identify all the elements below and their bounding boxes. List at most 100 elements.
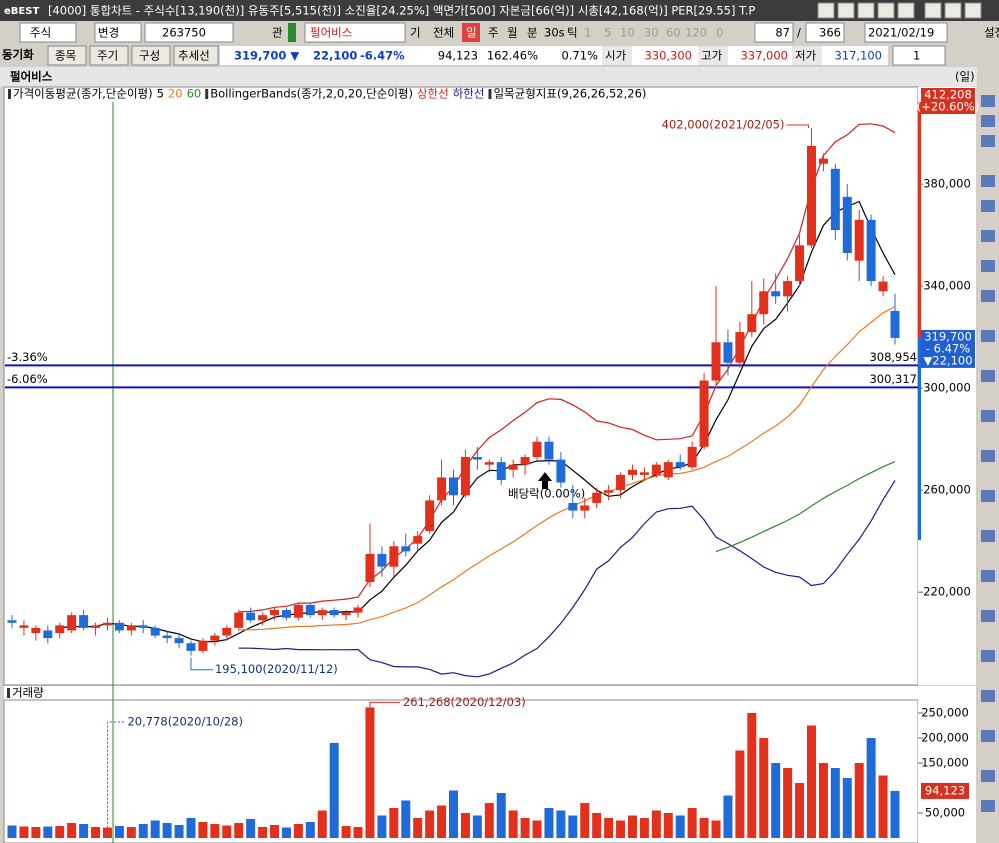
candle-body [281, 610, 291, 618]
volume-bar [281, 827, 291, 838]
candle-body [484, 462, 494, 465]
candle-body [532, 441, 542, 458]
volume-bar [234, 823, 244, 838]
level-value: 300,317 [869, 372, 917, 386]
legend-title: BollingerBands(종가,2,0,20,단순이평) [210, 87, 413, 101]
btn[interactable]: 추세선 [178, 49, 210, 63]
select[interactable] [892, 45, 946, 66]
y-tick-label: 340,000 [923, 279, 971, 293]
candle-body [711, 342, 721, 381]
count-box[interactable] [754, 22, 794, 43]
button[interactable] [47, 45, 87, 66]
btn[interactable]: 종목 [55, 49, 76, 63]
btn[interactable]: 30 [644, 26, 659, 40]
volume-bar [413, 818, 423, 838]
volume-bar [341, 826, 351, 838]
window-buttons[interactable] [817, 2, 982, 19]
btn[interactable]: 구성 [139, 49, 160, 63]
btn[interactable]: 120 [685, 26, 707, 40]
btn[interactable]: 설정 [984, 26, 999, 40]
volume-header [4, 686, 976, 700]
candle-body [234, 612, 244, 628]
volume-bar [556, 810, 566, 838]
volume-bar [329, 743, 339, 838]
btn[interactable]: 주기 [97, 49, 118, 63]
code-input[interactable] [144, 22, 234, 43]
price: 319,700 ▼ [234, 49, 299, 63]
active [462, 23, 480, 42]
volume-bar [699, 818, 709, 838]
btn[interactable]: 틱 [567, 26, 578, 40]
date-box[interactable] [864, 22, 948, 43]
volume-bar [616, 820, 626, 838]
candle-body [604, 490, 614, 493]
volume-bar [174, 825, 184, 838]
volume-bar [91, 827, 101, 838]
btn[interactable]: 일 [466, 26, 477, 40]
candle-body [842, 196, 852, 253]
btn[interactable]: 기 [410, 26, 421, 40]
btn[interactable]: 주 [488, 26, 499, 40]
volume-bar [186, 818, 196, 838]
volume-bar [830, 768, 840, 838]
candle-body [102, 622, 112, 626]
btn[interactable]: 월 [507, 26, 518, 40]
btn[interactable]: 5 [604, 26, 611, 40]
name: 펄어비스 [310, 26, 352, 40]
candle-body [138, 625, 148, 628]
name-box [304, 22, 406, 43]
limit-value: 412,208 [924, 88, 972, 102]
candle-body [735, 332, 745, 363]
candle-body [341, 612, 351, 616]
candle-body [806, 145, 816, 246]
volume-bar [747, 713, 757, 838]
candle-body [377, 553, 387, 567]
moving-average [238, 305, 896, 631]
legend-entry: 5 [157, 87, 164, 101]
btn[interactable]: 10 [620, 26, 635, 40]
candle-body [580, 505, 590, 511]
candle-body [508, 464, 518, 470]
candle-body [544, 441, 554, 460]
btn[interactable]: 60 [666, 26, 681, 40]
candle-body [759, 291, 769, 315]
candle-body [723, 342, 733, 363]
turnover: 0.71% [561, 49, 598, 63]
limit-change: (+20.60%) [917, 100, 979, 114]
legend-entry: 60 [187, 87, 202, 101]
candle-body [675, 462, 685, 468]
candle-body [878, 281, 888, 292]
vol-rate: 162.46% [487, 49, 538, 63]
event-arrow [538, 472, 552, 489]
btn[interactable]: 30s [544, 26, 565, 40]
legend-title: 가격이동평균(종가,단순이평) [13, 87, 153, 101]
sync[interactable]: 동기화 [2, 48, 34, 62]
btn[interactable]: 전체 [433, 26, 454, 40]
y-tick-label: 260,000 [923, 483, 971, 497]
fav[interactable]: 관 [272, 26, 283, 40]
last-box [921, 782, 969, 799]
volume-bar [806, 725, 816, 838]
candle-body [186, 643, 196, 651]
volume-bar [854, 763, 864, 838]
market-select[interactable] [19, 22, 77, 43]
btn[interactable]: 0 [716, 26, 723, 40]
min-label: 20,778(2020/10/28) [127, 715, 243, 729]
change: 변경 [98, 26, 119, 40]
volume-title: 거래량 [12, 686, 44, 700]
y-tick-label: 300,000 [923, 381, 971, 395]
moving-average [715, 461, 896, 553]
volume-bar [19, 826, 29, 838]
candle-body [55, 625, 65, 633]
axis-bar-up [918, 102, 921, 338]
btn[interactable]: 분 [527, 26, 538, 40]
btn[interactable]: 1 [584, 26, 591, 40]
candle-body [496, 462, 506, 480]
volume-bar [496, 793, 506, 838]
candle-body [616, 474, 626, 491]
button[interactable] [173, 45, 219, 66]
change-select[interactable] [94, 22, 142, 43]
button[interactable] [131, 45, 171, 66]
button[interactable] [89, 45, 129, 66]
